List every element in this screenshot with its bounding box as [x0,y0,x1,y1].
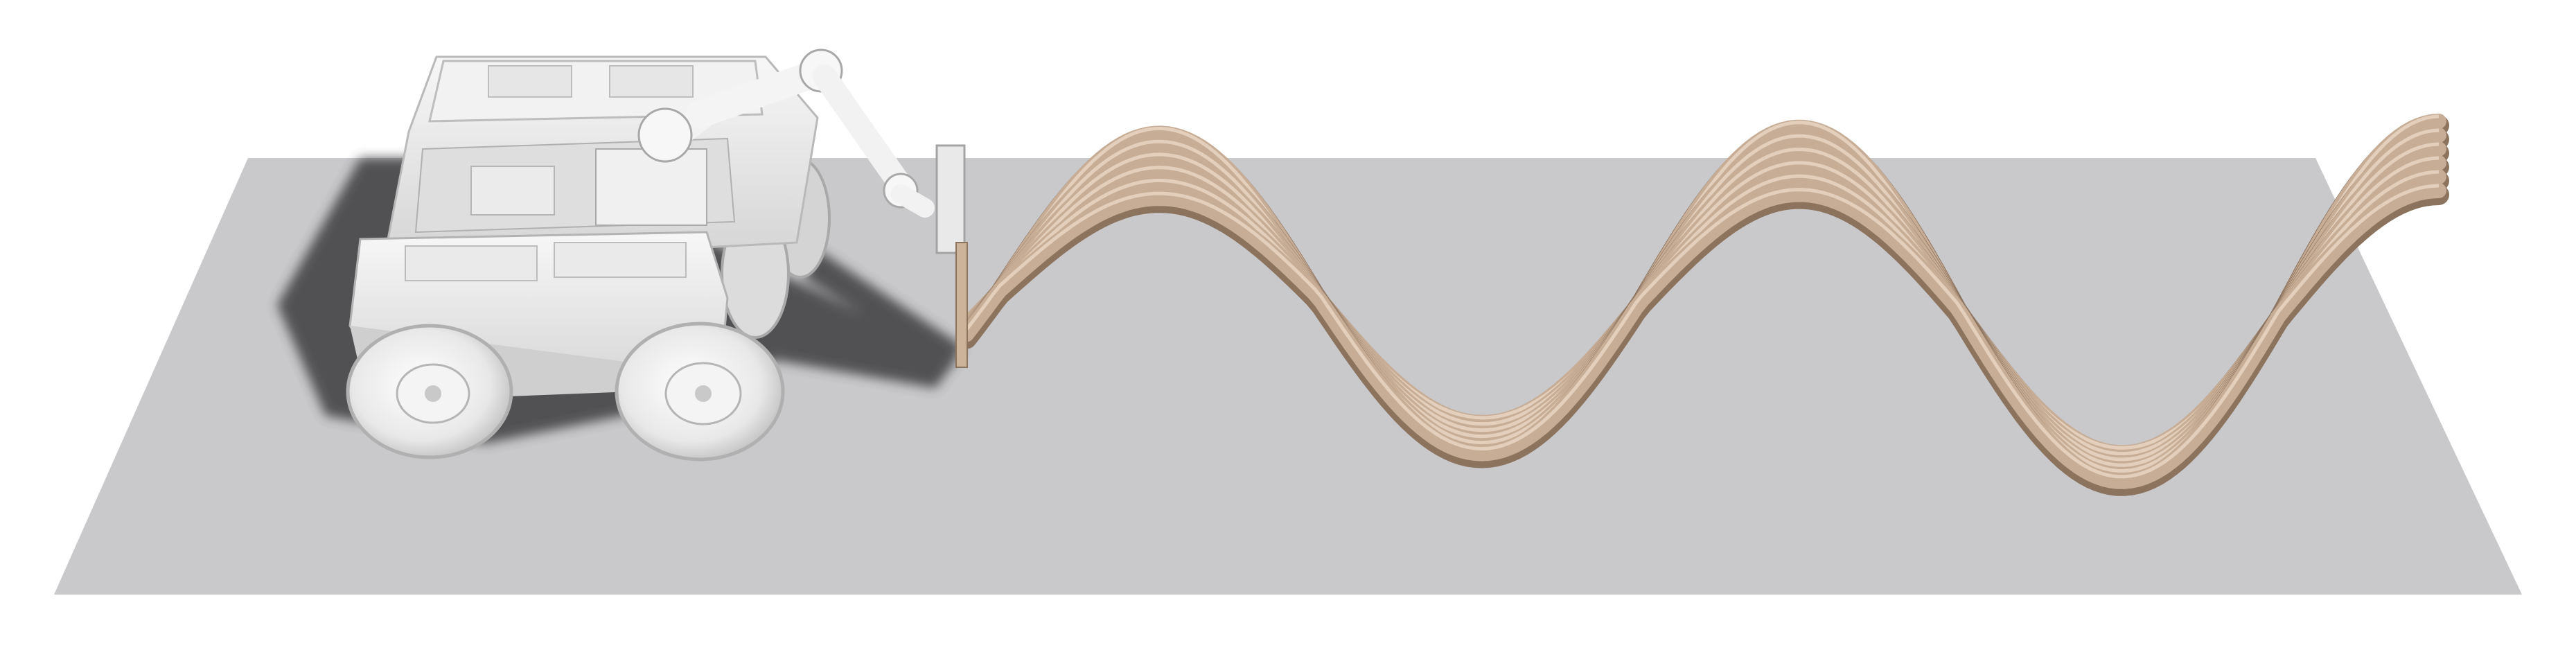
front-wheel-right [615,322,785,462]
robot-arm [637,49,968,368]
mobile-robot [346,49,968,462]
printed-wave-wall [956,114,2449,496]
printed-layer-highlight [965,184,2440,479]
robot-front-panel-2 [554,242,687,278]
robot-front-panel-1 [405,245,538,281]
print-head [935,144,966,254]
robot-center-box [470,166,555,216]
robot-arm-mount [595,148,707,226]
print-nozzle [955,242,968,368]
front-wheel-left [346,324,513,459]
robot-top-panel-slot-2 [609,65,694,98]
arm-shoulder-joint [637,107,693,163]
robot-top-panel-slot-1 [488,65,572,98]
printed-layer [959,183,2446,489]
